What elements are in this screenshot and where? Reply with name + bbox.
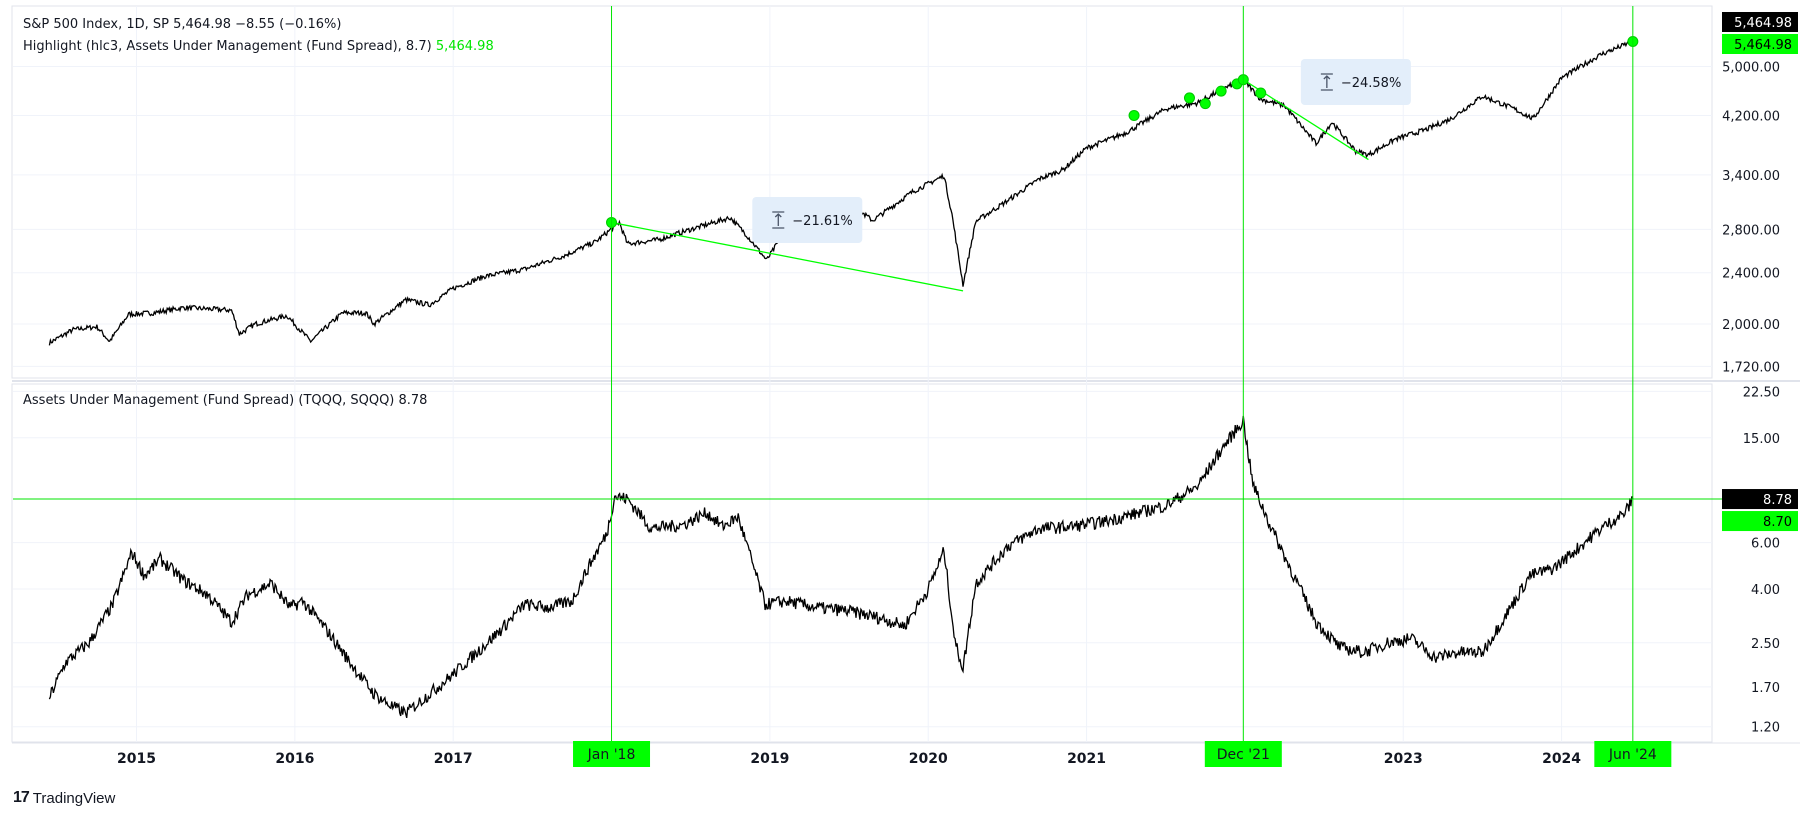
marker-time-label: Jan '18 bbox=[587, 747, 636, 763]
y-tick-label: 1,720.00 bbox=[1722, 360, 1780, 375]
y-tick-label: 2,800.00 bbox=[1722, 223, 1780, 238]
highlight-dot bbox=[1128, 109, 1140, 121]
price-pane bbox=[11, 5, 1713, 379]
highlight-dot bbox=[1199, 98, 1211, 110]
drawdown-label-box bbox=[1300, 59, 1411, 105]
y-tick-label: 22.50 bbox=[1743, 385, 1780, 400]
symbol-legend: S&P 500 Index, 1D, SP 5,464.98 −8.55 (−0… bbox=[23, 17, 342, 32]
indicator-legend: Assets Under Management (Fund Spread) (T… bbox=[23, 393, 428, 408]
drawdown-label: −21.61% bbox=[792, 214, 852, 229]
drawdown-label-box bbox=[752, 197, 863, 243]
marker-time-label: Jun '24 bbox=[1608, 747, 1657, 763]
tradingview-brand[interactable]: 17 TradingView bbox=[13, 789, 115, 807]
x-tick-label: 2021 bbox=[1067, 751, 1106, 767]
drawdown-line bbox=[611, 221, 964, 292]
indicator-label-last-bg bbox=[1722, 489, 1798, 510]
price-label-last: 5,464.98 bbox=[1734, 16, 1792, 31]
indicator-label-highlight-bg bbox=[1722, 511, 1798, 532]
marker-time-label: Dec '21 bbox=[1217, 747, 1270, 763]
y-tick-label: 1.20 bbox=[1751, 721, 1780, 736]
price-label-highlight-bg bbox=[1722, 34, 1798, 54]
measure-icon bbox=[1320, 73, 1333, 91]
price-label-highlight: 5,464.98 bbox=[1734, 38, 1792, 53]
y-tick-label: 2,400.00 bbox=[1722, 267, 1780, 282]
x-tick-label: 2019 bbox=[750, 751, 789, 767]
highlight-legend-value: 5,464.98 bbox=[435, 39, 494, 54]
drawdown-label: −24.58% bbox=[1341, 76, 1401, 91]
marker-time-label-bg bbox=[1594, 741, 1672, 767]
y-tick-label: 2.50 bbox=[1751, 637, 1780, 652]
highlight-legend: Highlight (hlc3, Assets Under Management… bbox=[23, 38, 494, 55]
x-tick-label: 2024 bbox=[1542, 751, 1581, 767]
price-label-last-bg bbox=[1722, 12, 1798, 32]
measure-icon bbox=[772, 211, 785, 229]
indicator-series-line bbox=[48, 415, 1634, 719]
y-tick-label: 5,000.00 bbox=[1722, 60, 1780, 75]
highlight-legend-text: Highlight (hlc3, Assets Under Management… bbox=[23, 39, 432, 54]
highlight-dot bbox=[1255, 87, 1267, 99]
indicator-label-last: 8.78 bbox=[1763, 493, 1792, 508]
highlight-dot bbox=[1183, 92, 1195, 104]
tradingview-logo-icon: 17 bbox=[13, 789, 30, 806]
marker-time-label-bg bbox=[1204, 741, 1282, 767]
highlight-dot bbox=[1215, 85, 1227, 97]
x-tick-label: 2023 bbox=[1384, 751, 1423, 767]
y-tick-label: 3,400.00 bbox=[1722, 169, 1780, 184]
x-tick-label: 2017 bbox=[434, 751, 473, 767]
y-tick-label: 6.00 bbox=[1751, 537, 1780, 552]
y-tick-label: 4,200.00 bbox=[1722, 109, 1780, 124]
y-tick-label: 4.00 bbox=[1751, 583, 1780, 598]
marker-time-label-bg bbox=[573, 741, 651, 767]
x-tick-label: 2020 bbox=[909, 751, 948, 767]
indicator-label-highlight: 8.70 bbox=[1763, 515, 1792, 530]
y-tick-label: 2,000.00 bbox=[1722, 318, 1780, 333]
tradingview-name: TradingView bbox=[32, 789, 116, 807]
y-tick-label: 1.70 bbox=[1751, 681, 1780, 696]
x-tick-label: 2016 bbox=[275, 751, 314, 767]
x-tick-label: 2015 bbox=[117, 751, 156, 767]
y-tick-label: 15.00 bbox=[1743, 432, 1780, 447]
indicator-pane bbox=[11, 383, 1713, 743]
